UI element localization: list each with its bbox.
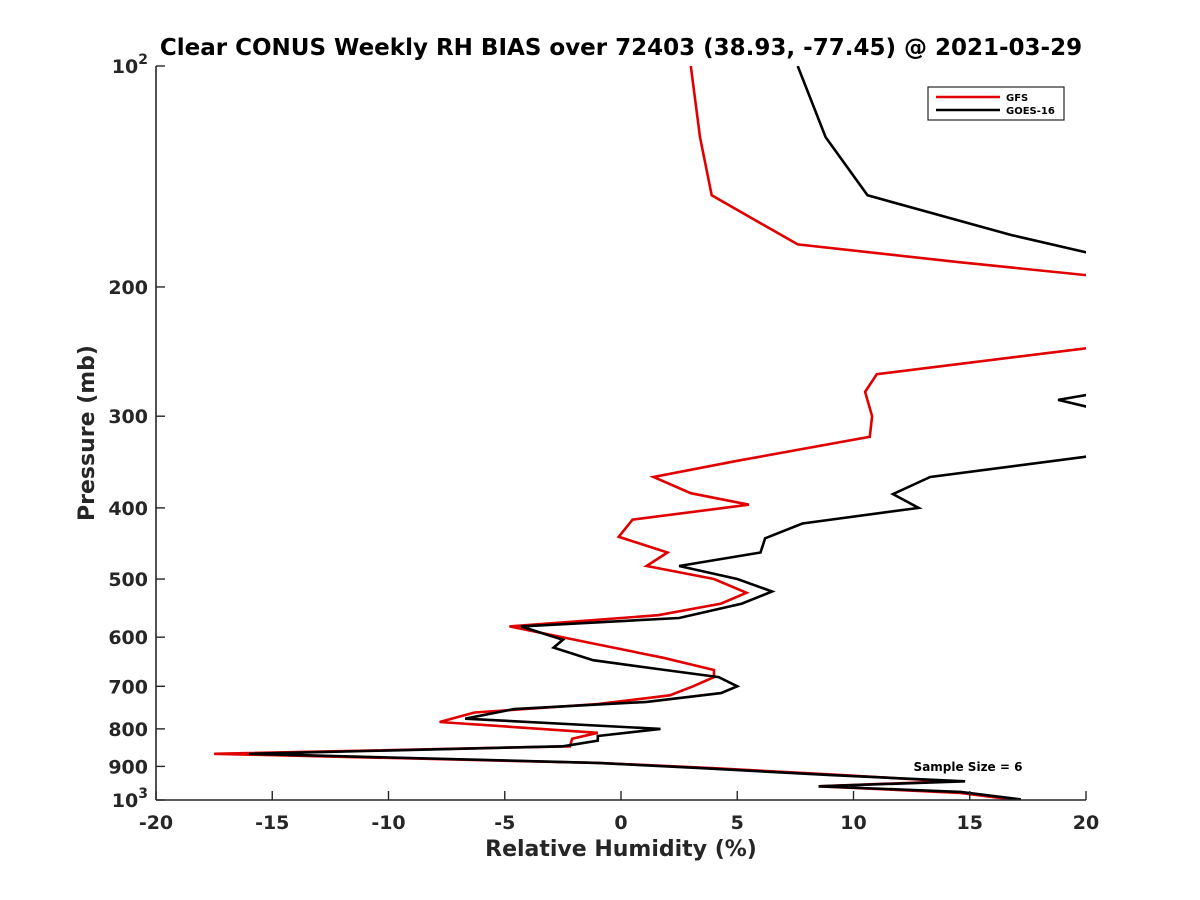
series-line-goes-16-2 bbox=[248, 455, 1086, 800]
x-tick-label: 0 bbox=[614, 812, 627, 834]
y-tick-label: 500 bbox=[108, 569, 148, 591]
x-tick-label: -5 bbox=[494, 812, 515, 834]
x-tick-label: -15 bbox=[255, 812, 289, 834]
series-lines bbox=[214, 66, 1086, 800]
legend-label: GOES-16 bbox=[1006, 106, 1055, 117]
y-tick-label: 200 bbox=[108, 277, 148, 299]
x-tick-label: 20 bbox=[1073, 812, 1099, 834]
x-axis-label: Relative Humidity (%) bbox=[485, 837, 757, 862]
x-tick-label: 10 bbox=[840, 812, 866, 834]
y-tick-label: 400 bbox=[108, 498, 148, 520]
chart-title: Clear CONUS Weekly RH BIAS over 72403 (3… bbox=[160, 35, 1082, 61]
y-tick-label: 800 bbox=[108, 719, 148, 741]
y-tick-label: 103 bbox=[112, 786, 148, 812]
series-line-goes-16-0 bbox=[796, 66, 1086, 254]
series-line-gfs-0 bbox=[689, 66, 1086, 277]
series-line-gfs-1 bbox=[214, 346, 1086, 800]
y-tick-label: 102 bbox=[112, 52, 148, 78]
x-tick-label: 5 bbox=[731, 812, 744, 834]
legend: GFS GOES-16 bbox=[927, 86, 1065, 121]
legend-label: GFS bbox=[1006, 93, 1028, 104]
x-tick-label: -10 bbox=[371, 812, 405, 834]
y-axis-label: Pressure (mb) bbox=[75, 345, 100, 521]
plot-area: -20 -15 -10 -5 0 5 10 15 20 102 200 300 400 500 600 700… bbox=[108, 52, 1099, 834]
y-tick-label: 300 bbox=[108, 406, 148, 428]
sample-size-annotation: Sample Size = 6 bbox=[914, 760, 1023, 774]
x-tick-label: 15 bbox=[957, 812, 983, 834]
y-tick-label: 700 bbox=[108, 676, 148, 698]
series-line-goes-16-1 bbox=[1057, 393, 1086, 408]
y-tick-label: 600 bbox=[108, 627, 148, 649]
x-tick-label: -20 bbox=[139, 812, 173, 834]
y-tick-label: 900 bbox=[108, 756, 148, 778]
legend-box bbox=[927, 86, 1065, 121]
